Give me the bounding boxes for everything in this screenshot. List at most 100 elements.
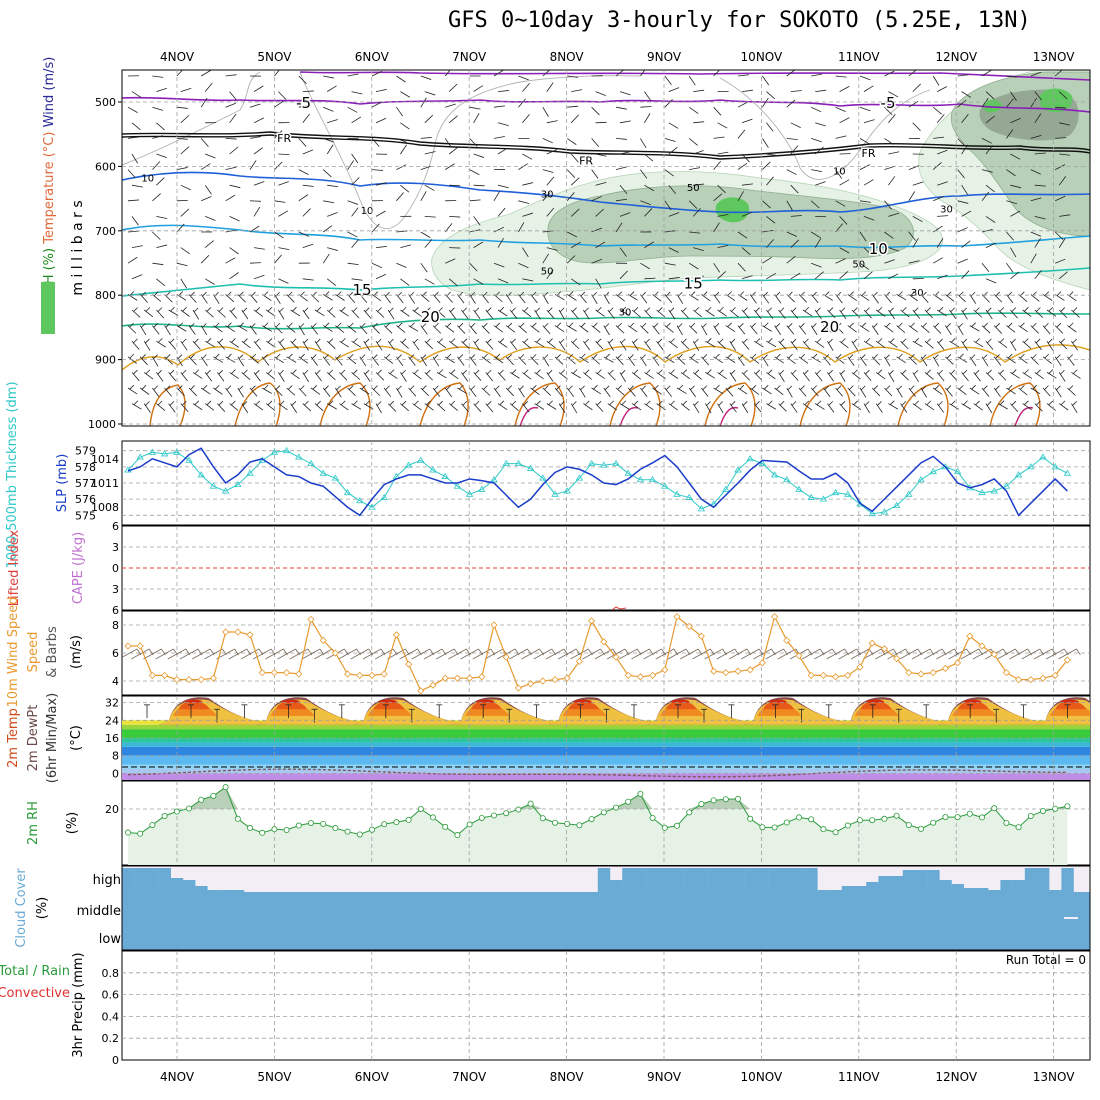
barb: [424, 91, 436, 96]
barb: [327, 212, 338, 217]
barb: [644, 91, 652, 101]
barb-flag: [816, 307, 821, 313]
barb-flag: [763, 384, 769, 390]
barb-flag: [828, 369, 833, 375]
barb: [420, 231, 431, 238]
barb: [753, 340, 764, 348]
barb: [884, 70, 895, 77]
rh-point: [405, 816, 412, 823]
barb: [957, 387, 967, 396]
barb: [322, 253, 330, 264]
barb-flag: [291, 338, 297, 344]
wind-point: [624, 671, 632, 679]
barb-flag: [828, 307, 834, 312]
barb: [131, 403, 142, 410]
barb: [619, 212, 631, 217]
barb: [335, 294, 345, 301]
barb: [396, 325, 406, 333]
barb-flag: [849, 385, 854, 390]
rh-point: [1027, 813, 1034, 820]
barb: [644, 372, 654, 379]
barb-flag: [739, 384, 745, 390]
barb-flag: [499, 400, 505, 406]
barb: [473, 153, 485, 158]
barb-flag: [275, 385, 281, 390]
barb-flag: [316, 400, 321, 406]
barb-flag: [238, 385, 244, 391]
barb: [143, 372, 154, 380]
barb-flag: [450, 307, 455, 313]
barb: [261, 325, 272, 332]
rh-point: [905, 821, 912, 828]
barb: [168, 309, 179, 316]
barb-flag: [1007, 291, 1013, 297]
barb: [741, 183, 753, 186]
date-label-top: 13NOV: [1033, 50, 1075, 64]
rh-point: [527, 800, 534, 807]
chart-title: GFS 0~10day 3-hourly for SOKOTO (5.25E, …: [448, 8, 1031, 33]
barb: [717, 309, 727, 317]
thickness-point: [356, 496, 364, 504]
barb: [448, 83, 458, 92]
barb: [493, 191, 500, 202]
barb: [815, 89, 827, 92]
temp-hump-hot: [568, 701, 600, 710]
barb: [762, 97, 769, 108]
barb: [859, 138, 870, 145]
barb-flag: [251, 323, 256, 328]
contour-label: FR: [277, 132, 291, 145]
barb-flag: [315, 338, 321, 344]
barb-flag: [690, 385, 695, 391]
temp-hump-hot: [373, 701, 405, 710]
barb-flag: [885, 385, 891, 390]
barb: [298, 104, 310, 108]
barb: [961, 144, 968, 155]
barb: [668, 247, 679, 253]
barb-flag: [791, 338, 797, 344]
barb: [566, 255, 576, 264]
barb: [713, 222, 720, 233]
barb: [347, 106, 358, 113]
barb: [908, 294, 918, 302]
barb-flag: [218, 369, 223, 375]
rh-point: [149, 821, 156, 828]
surface-barb: [887, 648, 906, 660]
cloud-high-bar: [902, 870, 916, 892]
rh-point: [954, 814, 961, 821]
barb-flag: [804, 400, 810, 406]
thickness-point: [368, 503, 376, 510]
barb-flag: [840, 370, 846, 375]
barb: [863, 119, 875, 124]
barb: [420, 137, 432, 139]
rh-point: [393, 819, 400, 826]
barb-flag: [1056, 385, 1061, 391]
barb: [420, 97, 427, 108]
barb: [579, 325, 589, 333]
barb: [522, 247, 529, 258]
barb: [375, 309, 385, 318]
temp-band: [122, 768, 1090, 774]
thickness-point: [539, 474, 547, 481]
barb: [152, 75, 164, 78]
cloud-high-bar: [915, 870, 928, 892]
barb: [542, 70, 551, 77]
barb: [566, 169, 576, 178]
barb-flag: [401, 369, 406, 375]
barb: [522, 340, 532, 349]
barb-flag: [251, 385, 256, 390]
barb-flag: [1007, 384, 1013, 390]
barb-flag: [446, 322, 452, 328]
barb-flag: [206, 307, 212, 312]
wind-tick: 4: [112, 675, 119, 688]
barb-flag: [946, 323, 951, 328]
contour-15: [122, 267, 1090, 297]
barb-flag: [1024, 369, 1029, 374]
barb: [237, 325, 248, 332]
barb: [493, 356, 504, 364]
barb-flag: [926, 338, 931, 343]
barb: [766, 216, 776, 224]
surface-barb: [411, 648, 430, 660]
barb: [640, 200, 651, 206]
barb: [920, 325, 930, 333]
barb-flag: [690, 322, 696, 328]
